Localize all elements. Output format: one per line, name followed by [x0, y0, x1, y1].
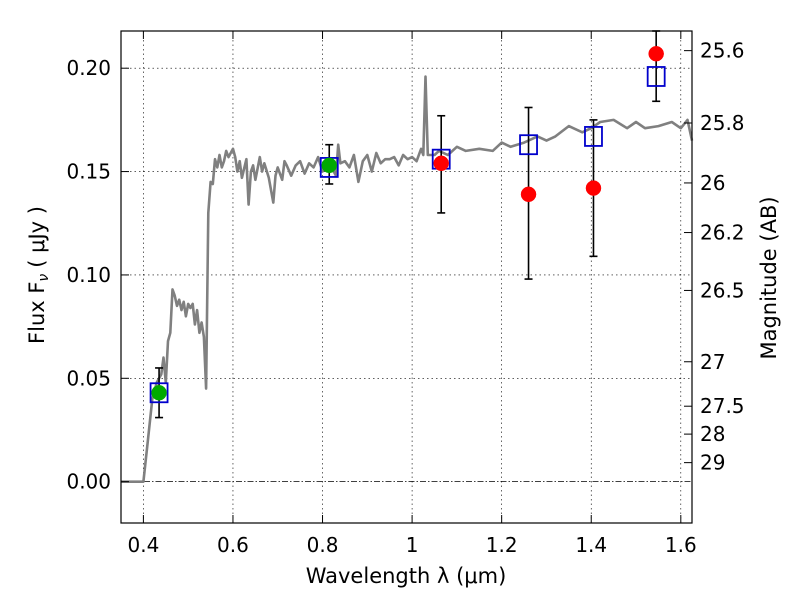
y-tick-label: 0.05 [66, 366, 111, 390]
observed-point-red [648, 45, 664, 62]
observed-point-red [433, 155, 449, 172]
model-spectrum-line [121, 75, 694, 483]
x-tick-label: 0.6 [217, 533, 249, 557]
observed-points-layer [151, 45, 664, 401]
observed-point-red [520, 186, 537, 203]
observed-point-green [151, 385, 167, 401]
y-label-text: Flux F [25, 282, 49, 344]
model-spectrum-layer [121, 75, 694, 483]
y-axis-label-right: Magnitude (AB) [757, 196, 781, 359]
mag-tick-label: 26 [700, 171, 725, 195]
model-photometry-layer [149, 66, 666, 404]
x-tick-label: 0.8 [307, 533, 339, 557]
mag-tick-label: 29 [700, 451, 725, 475]
x-tick-label: 1.4 [575, 533, 607, 557]
x-tick-label: 0.4 [127, 533, 159, 557]
model-photometry-square [519, 134, 538, 156]
y-axis-label-left: Flux Fν ( μJy ) [25, 206, 52, 344]
y-tick-label: 0.20 [66, 56, 111, 80]
grid-lines [121, 31, 692, 523]
model-photometry-square [646, 66, 666, 87]
model-photometry-square [149, 382, 169, 404]
svg-text:Flux Fν( μJy ): Flux Fν ( μJy ) [25, 206, 52, 344]
mag-tick-label: 26.2 [700, 221, 745, 245]
mag-tick-label: 27 [700, 350, 725, 374]
x-tick-label: 1.2 [486, 533, 518, 557]
observed-point-green [321, 157, 337, 174]
mag-tick-label: 27.5 [700, 394, 745, 418]
y-label-subscript: ν [36, 274, 52, 282]
x-axis-label: Wavelength λ (μm) [306, 564, 507, 588]
y-tick-label: 0.10 [66, 263, 111, 287]
x-tick-label: 1 [406, 533, 419, 557]
x-tick-label: 1.6 [665, 533, 697, 557]
model-photometry-square [584, 126, 603, 147]
observed-point-red [585, 180, 602, 196]
y-tick-label: 0.15 [66, 160, 111, 184]
axis-ticks: 0.4 0.6 0.8 1 1.2 1.4 1.6 0.00 0.05 0.10 0.15 0.20 2… [66, 31, 745, 557]
mag-tick-label: 26.5 [700, 278, 745, 302]
mag-tick-label: 25.6 [700, 39, 745, 63]
mag-tick-label: 25.8 [700, 111, 745, 135]
mag-tick-label: 28 [700, 422, 725, 446]
plot-frame [120, 30, 693, 524]
y-label-units: ( μJy ) [25, 206, 49, 268]
y-tick-label: 0.00 [66, 470, 111, 494]
